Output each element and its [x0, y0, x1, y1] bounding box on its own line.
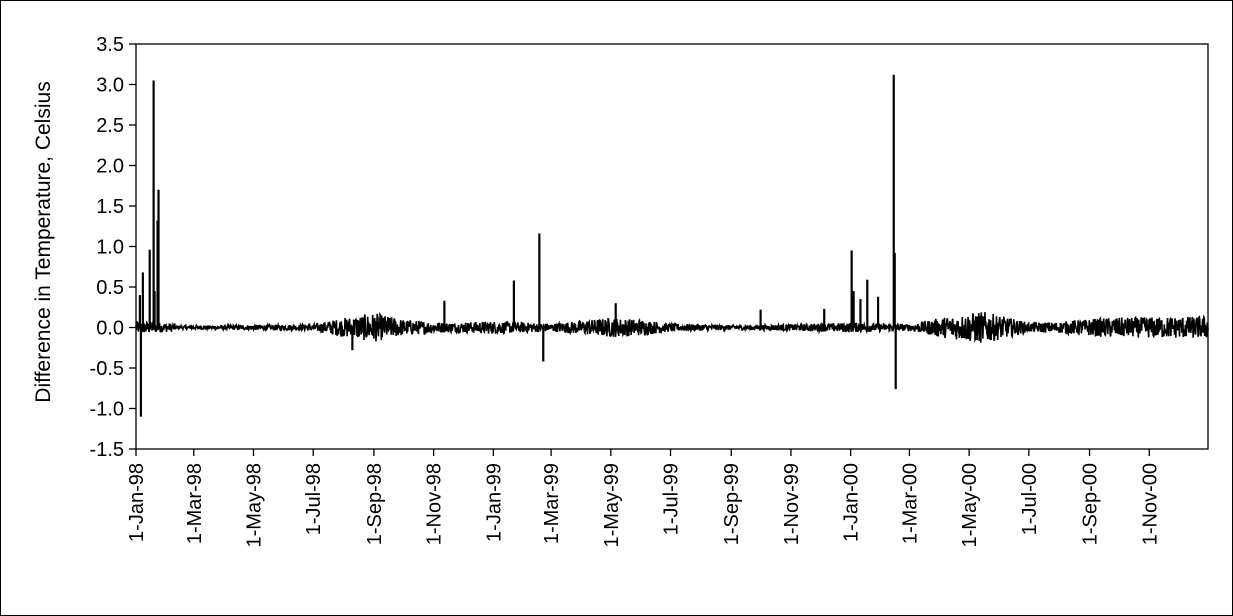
- x-tick-label: 1-Jan-99: [483, 463, 505, 542]
- series-line: [136, 312, 1208, 342]
- x-tick-label: 1-Jan-98: [126, 463, 148, 542]
- y-tick-label: 1.0: [96, 237, 124, 259]
- x-tick-label: 1-May-00: [959, 463, 981, 547]
- x-tick-label: 1-Jan-00: [841, 463, 863, 542]
- y-tick-label: 2.5: [96, 115, 124, 137]
- y-axis-title: Difference in Temperature, Celsius: [32, 81, 55, 402]
- x-tick-label: 1-Sep-99: [721, 463, 743, 545]
- x-tick-label: 1-Mar-99: [541, 463, 563, 544]
- x-tick-label: 1-Jul-98: [303, 463, 325, 535]
- y-tick-label: 0.0: [96, 318, 124, 340]
- x-tick-label: 1-Nov-00: [1139, 463, 1161, 545]
- x-tick-label: 1-Jul-00: [1019, 463, 1041, 535]
- x-tick-label: 1-Mar-98: [184, 463, 206, 544]
- x-tick-label: 1-May-99: [601, 463, 623, 547]
- y-tick-label: -1.0: [90, 399, 124, 421]
- y-tick-label: 2.0: [96, 156, 124, 178]
- x-tick-label: 1-Sep-00: [1080, 463, 1102, 545]
- plot-area: [136, 44, 1208, 449]
- x-tick-label: 1-Jul-99: [661, 463, 683, 535]
- x-axis: 1-Jan-98 1-Mar-98 1-May-98 1-Jul-98 1-Sep-98…: [126, 449, 1161, 547]
- x-tick-label: 1-Nov-99: [781, 463, 803, 545]
- y-axis: -1.5 -1.0 -0.5 0.0 0.5 1.0 1.5 2.0 2.5 3.0 3.5: [90, 34, 136, 461]
- x-tick-label: 1-Sep-98: [364, 463, 386, 545]
- y-tick-label: 3.5: [96, 34, 124, 56]
- y-tick-label: 1.5: [96, 196, 124, 218]
- x-tick-label: 1-Nov-98: [424, 463, 446, 545]
- y-tick-label: -0.5: [90, 358, 124, 380]
- plot-border: [136, 44, 1208, 449]
- x-tick-label: 1-Mar-00: [899, 463, 921, 544]
- x-tick-label: 1-May-98: [243, 463, 265, 547]
- y-tick-label: 0.5: [96, 277, 124, 299]
- y-tick-label: -1.5: [90, 439, 124, 461]
- y-tick-label: 3.0: [96, 75, 124, 97]
